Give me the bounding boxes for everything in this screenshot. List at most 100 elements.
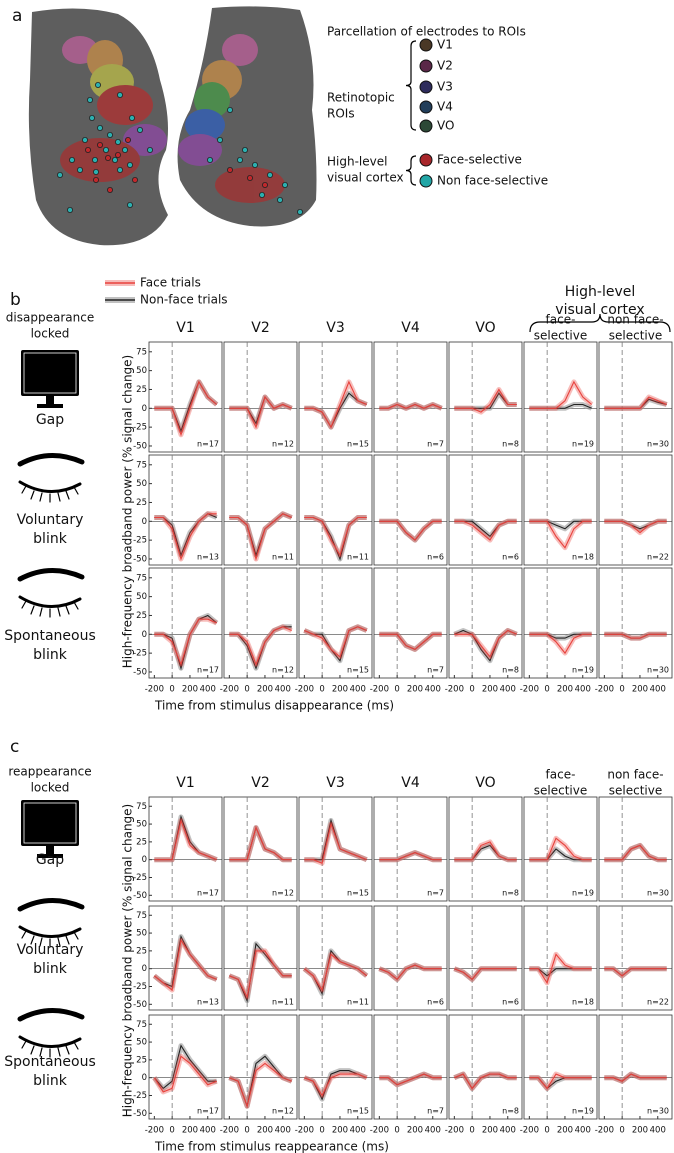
face-line <box>379 403 442 409</box>
legend-swatch <box>419 80 433 94</box>
x-tick-label: 400 <box>425 685 441 695</box>
n-label: n=15 <box>347 440 369 449</box>
y-tick-label: 50 <box>136 592 147 602</box>
plot-frame <box>298 454 373 566</box>
face-line <box>304 380 367 429</box>
condition-label: blink <box>33 531 68 547</box>
group-label: High-level <box>327 155 387 169</box>
y-tick-label: 50 <box>136 1038 147 1048</box>
x-tick-label: 200 <box>182 1126 198 1136</box>
group-header: High-level <box>565 284 636 300</box>
face-line <box>529 520 592 549</box>
x-tick-label: 0 <box>169 1126 174 1136</box>
face-line <box>604 520 667 534</box>
plot-frame <box>223 905 298 1011</box>
legend-title: Parcellation of electrodes to ROIs <box>327 25 526 39</box>
electrode <box>258 191 265 198</box>
n-label: n=6 <box>502 998 519 1007</box>
y-tick-label: 50 <box>136 929 147 939</box>
legend-swatch <box>419 100 433 114</box>
electrode <box>276 196 283 203</box>
brace <box>529 313 671 333</box>
face-line <box>229 513 292 562</box>
x-tick-label: -200 <box>370 685 389 695</box>
electrode <box>117 166 124 173</box>
y-tick-label: -50 <box>133 667 147 677</box>
n-label: n=12 <box>272 440 294 449</box>
plot-frame <box>373 454 448 566</box>
y-tick-label: -25 <box>133 649 147 659</box>
x-tick-label: 200 <box>332 685 348 695</box>
condition-label: Voluntary <box>17 512 84 528</box>
column-label: V3 <box>326 775 344 791</box>
plot-frame <box>598 905 673 1011</box>
face-line <box>229 1062 292 1109</box>
x-tick-label: -200 <box>445 1126 464 1136</box>
plot-frame <box>148 905 223 1011</box>
condition-icon <box>20 799 80 859</box>
n-label: n=19 <box>572 440 594 449</box>
column-label: V1 <box>176 320 194 336</box>
legend-label: Non face-selective <box>437 174 548 188</box>
column-label: non face- <box>607 768 663 782</box>
n-label: n=8 <box>502 889 519 898</box>
column-label: V2 <box>251 775 269 791</box>
plot-frame <box>148 454 223 566</box>
electrode <box>67 206 74 213</box>
plot-frame <box>223 567 298 679</box>
plot-frame <box>223 796 298 902</box>
n-label: n=30 <box>647 666 669 675</box>
n-label: n=17 <box>197 1107 219 1116</box>
x-tick-label: -200 <box>445 685 464 695</box>
face-line <box>604 633 667 639</box>
face-band <box>303 1071 368 1098</box>
plot-frame <box>598 454 673 566</box>
plot-frame <box>448 341 523 453</box>
electrode <box>115 138 122 145</box>
y-tick-label: -25 <box>133 1091 147 1101</box>
plot-frame <box>523 796 598 902</box>
face-line <box>154 818 217 861</box>
electrode <box>115 151 122 158</box>
n-label: n=17 <box>197 440 219 449</box>
x-tick-label: 200 <box>557 685 573 695</box>
electrode <box>107 131 114 138</box>
legend-swatch <box>419 119 433 133</box>
face-line <box>154 513 217 561</box>
face-band <box>228 948 292 1000</box>
face-band <box>453 966 517 982</box>
electrode <box>266 171 273 178</box>
face-line <box>379 633 442 651</box>
y-tick-label: 50 <box>136 479 147 489</box>
electrode <box>125 136 132 143</box>
plot-frame <box>373 567 448 679</box>
x-tick-label: 200 <box>557 1126 573 1136</box>
column-label: face- <box>546 313 576 327</box>
electrode <box>236 156 243 163</box>
y-tick-label: -50 <box>133 891 147 901</box>
electrode <box>146 146 153 153</box>
electrode <box>95 82 102 89</box>
face-line <box>454 841 517 861</box>
legend-swatch <box>419 38 433 52</box>
condition-label: Gap <box>36 412 64 428</box>
x-tick-label: 0 <box>619 685 624 695</box>
electrode <box>85 146 92 153</box>
x-tick-label: -200 <box>220 1126 239 1136</box>
y-tick-label: 50 <box>136 366 147 376</box>
x-tick-label: -200 <box>595 1126 614 1136</box>
electrode <box>127 161 134 168</box>
face-line <box>304 1073 367 1097</box>
y-tick-label: -25 <box>133 873 147 883</box>
n-label: n=8 <box>502 666 519 675</box>
face-band <box>154 616 218 667</box>
y-tick-label: -50 <box>133 554 147 564</box>
electrode <box>107 186 114 193</box>
x-tick-label: 200 <box>257 1126 273 1136</box>
n-label: n=13 <box>197 553 219 562</box>
n-label: n=8 <box>502 1107 519 1116</box>
column-label: selective <box>534 784 587 798</box>
electrode <box>128 115 135 122</box>
electrode <box>93 176 100 183</box>
x-tick-label: 200 <box>482 685 498 695</box>
